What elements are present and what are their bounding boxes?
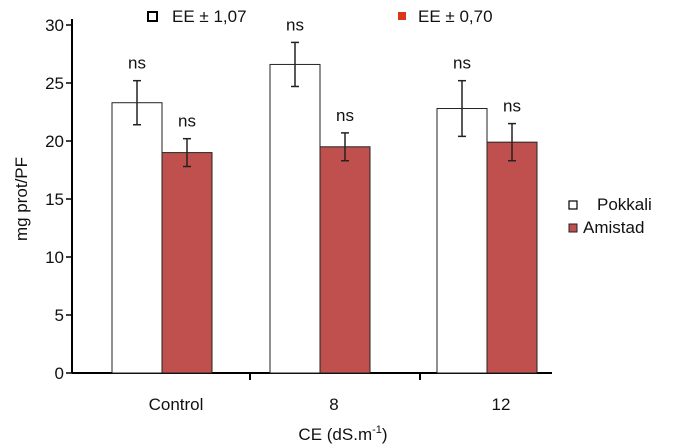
data-label: ns [503,97,521,116]
data-label: ns [336,106,354,125]
top-legend-marker-red [398,12,406,20]
y-tick-label: 5 [55,306,64,325]
legend: EE ± 1,07 EE ± 0,70 Pokkali Amistad [147,7,652,237]
x-axis-title-end: ) [382,425,388,444]
data-label: ns [178,112,196,131]
labels: Control ns ns 8 ns ns 12 ns ns CE (dS.m-1) [128,15,521,444]
legend-label-pokkali: Pokkali [597,195,652,214]
bar [269,63,321,374]
x-tick-label: Control [149,395,204,414]
y-tick-label: 10 [45,248,64,267]
y-tick-label: 25 [45,74,64,93]
y-tick-label: 15 [45,190,64,209]
legend-label-amistad: Amistad [583,218,644,237]
data-label: ns [453,54,471,73]
x-axis-title: CE (dS.m-1) [298,424,387,444]
top-legend-label: EE ± 0,70 [418,7,493,26]
x-axis-title-sup: -1 [372,424,382,436]
bars [111,41,538,374]
y-tick-label: 20 [45,132,64,151]
y-tick-label: 0 [55,364,64,383]
bar [486,141,538,374]
bar [161,152,213,374]
x-tick-label: 12 [492,395,511,414]
top-legend-label: EE ± 1,07 [172,7,247,26]
bar [111,102,163,374]
legend-marker-pokkali [568,200,578,210]
y-axis-title: mg prot/PF [12,157,31,241]
top-legend-marker-white [147,11,158,22]
bar [436,108,488,374]
data-label: ns [286,15,304,34]
data-label: ns [128,54,146,73]
bar [319,146,371,374]
legend-marker-amistad [568,223,578,233]
x-tick-label: 8 [329,395,338,414]
y-tick-label: 30 [45,16,64,35]
x-axis-title-main: CE (dS.m [298,425,372,444]
